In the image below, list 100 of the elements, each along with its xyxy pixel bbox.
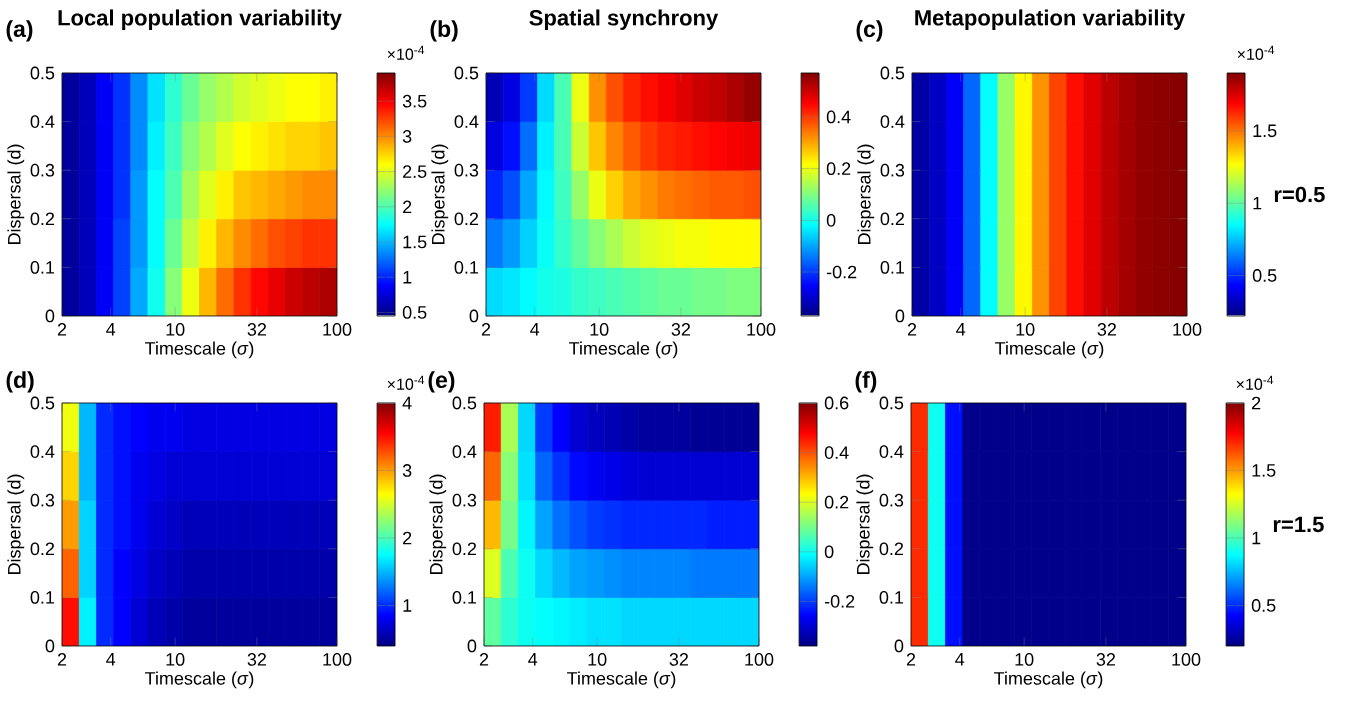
x-tick-label: 32 bbox=[247, 323, 266, 336]
y-tick-label: 0.3 bbox=[454, 163, 479, 177]
x-axis-title: Timescale (σ) bbox=[145, 341, 254, 359]
y-tick-label: 0 bbox=[894, 639, 904, 653]
x-tick-label: 32 bbox=[1097, 323, 1116, 336]
x-tick-label: 2 bbox=[57, 323, 67, 336]
x-tick-label: 2 bbox=[481, 323, 491, 336]
y-axis-title: Dispersal (d) bbox=[429, 474, 447, 575]
color-bar-label: 1.5 bbox=[1253, 124, 1277, 138]
x-tick-label: 100 bbox=[323, 323, 352, 336]
color-bar-label: 1.5 bbox=[403, 235, 427, 249]
color-bar-title: ×10$^{-4}$ bbox=[387, 375, 425, 390]
color-bar-label: -0.2 bbox=[824, 594, 855, 608]
color-bar-label: 3 bbox=[402, 464, 412, 477]
x-tick-label: 10 bbox=[166, 323, 185, 336]
x-axis-title: Timescale (σ) bbox=[567, 671, 676, 689]
y-tick-label: 0.4 bbox=[879, 445, 904, 458]
y-tick-label: 0.2 bbox=[454, 212, 479, 226]
x-tick-label: 4 bbox=[530, 323, 540, 336]
y-tick-label: 0.4 bbox=[880, 115, 905, 128]
color-bar-title: ×10$^{-4}$ bbox=[1237, 45, 1275, 60]
y-tick-label: 0.3 bbox=[30, 163, 55, 177]
x-tick-label: 2 bbox=[907, 323, 917, 336]
y-tick-label: 0.4 bbox=[30, 445, 55, 458]
text: (f) bbox=[855, 371, 877, 393]
text: (e) bbox=[428, 371, 455, 393]
color-bar-label: 2.5 bbox=[403, 165, 427, 178]
y-tick-label: 0.1 bbox=[879, 591, 904, 604]
color-bar-label: 0.4 bbox=[826, 110, 851, 124]
color-bar-label: 0 bbox=[824, 545, 834, 559]
x-tick-label: 4 bbox=[956, 323, 966, 336]
y-tick-label: 0.3 bbox=[452, 493, 477, 507]
x-tick-label: 10 bbox=[166, 653, 185, 666]
y-axis-title: Dispersal (d) bbox=[856, 474, 874, 575]
text: (d) bbox=[6, 371, 34, 393]
y-tick-label: 0.3 bbox=[30, 493, 55, 507]
y-axis-title: Dispersal (d) bbox=[857, 144, 875, 245]
y-tick-label: 0.1 bbox=[880, 261, 905, 274]
y-tick-label: 0.1 bbox=[452, 591, 477, 604]
color-bar-label: 4 bbox=[402, 396, 412, 410]
y-tick-label: 0 bbox=[45, 309, 55, 323]
y-tick-label: 0.2 bbox=[880, 212, 905, 226]
x-tick-label: 100 bbox=[745, 653, 774, 666]
color-bar-label: 0.2 bbox=[824, 495, 849, 509]
x-axis-title: Timescale (σ) bbox=[569, 341, 678, 359]
color-bar-label: 3.5 bbox=[402, 94, 427, 108]
x-tick-label: 32 bbox=[671, 323, 690, 336]
x-axis-title: Timescale (σ) bbox=[995, 341, 1104, 359]
y-tick-label: 0.4 bbox=[30, 115, 55, 128]
y-tick-label: 0.5 bbox=[30, 396, 55, 410]
x-tick-label: 4 bbox=[955, 653, 965, 666]
y-tick-label: 0.5 bbox=[30, 66, 55, 80]
chart-title: Local population variability bbox=[58, 9, 342, 30]
y-tick-label: 0.2 bbox=[30, 542, 55, 556]
y-tick-label: 0.5 bbox=[880, 66, 905, 80]
y-tick-label: 0 bbox=[467, 639, 477, 653]
x-tick-label: 10 bbox=[590, 323, 609, 336]
y-tick-label: 0.2 bbox=[879, 542, 904, 556]
y-tick-label: 0.1 bbox=[30, 591, 55, 604]
color-bar-label: 2 bbox=[1252, 396, 1261, 410]
x-tick-label: 32 bbox=[247, 653, 266, 666]
color-bar-label: 1.5 bbox=[1252, 464, 1276, 477]
color-bar-label: 1 bbox=[1252, 531, 1261, 545]
y-tick-label: 0 bbox=[895, 309, 905, 323]
y-tick-label: 0.4 bbox=[454, 115, 479, 128]
chart-title: Metapopulation variability bbox=[915, 9, 1186, 30]
color-bar-label: 1 bbox=[403, 271, 412, 284]
color-bar-label: 0.5 bbox=[1251, 599, 1276, 612]
y-axis-title: Dispersal (d) bbox=[431, 144, 449, 245]
text: (c) bbox=[856, 20, 883, 42]
color-bar-label: 2 bbox=[403, 531, 412, 545]
y-tick-label: 0.4 bbox=[452, 445, 477, 458]
y-tick-label: 0.1 bbox=[30, 261, 55, 274]
y-tick-label: 0.5 bbox=[452, 396, 477, 410]
color-bar-title: ×10$^{-4}$ bbox=[387, 45, 425, 60]
x-tick-label: 32 bbox=[1096, 653, 1115, 666]
x-tick-label: 100 bbox=[1173, 323, 1202, 336]
x-tick-label: 2 bbox=[57, 653, 67, 666]
y-axis-title: Dispersal (d) bbox=[7, 144, 25, 245]
x-tick-label: 10 bbox=[1016, 323, 1035, 336]
color-bar-label: 0.5 bbox=[1252, 269, 1277, 282]
color-bar-label: 0.4 bbox=[824, 446, 849, 459]
color-bar-label: 0 bbox=[826, 213, 836, 227]
color-bar-label: 2 bbox=[403, 200, 412, 214]
color-bar-label: 1 bbox=[1253, 196, 1262, 210]
x-axis-title: Timescale (σ) bbox=[994, 671, 1103, 689]
x-tick-label: 4 bbox=[106, 653, 116, 666]
y-tick-label: 0 bbox=[45, 639, 55, 653]
x-tick-label: 10 bbox=[1015, 653, 1034, 666]
x-tick-label: 2 bbox=[479, 653, 489, 666]
chart-title: Spatial synchrony bbox=[529, 9, 719, 30]
y-tick-label: 0.3 bbox=[880, 163, 905, 177]
y-tick-label: 0.3 bbox=[879, 493, 904, 507]
x-tick-label: 4 bbox=[106, 323, 116, 336]
text: (a) bbox=[6, 20, 33, 42]
color-bar-label: 0.6 bbox=[824, 396, 849, 410]
color-bar-title: ×10$^{-4}$ bbox=[1236, 375, 1274, 390]
x-tick-label: 10 bbox=[588, 653, 607, 666]
text: r=1.5 bbox=[1273, 516, 1324, 533]
x-tick-label: 100 bbox=[323, 653, 352, 666]
